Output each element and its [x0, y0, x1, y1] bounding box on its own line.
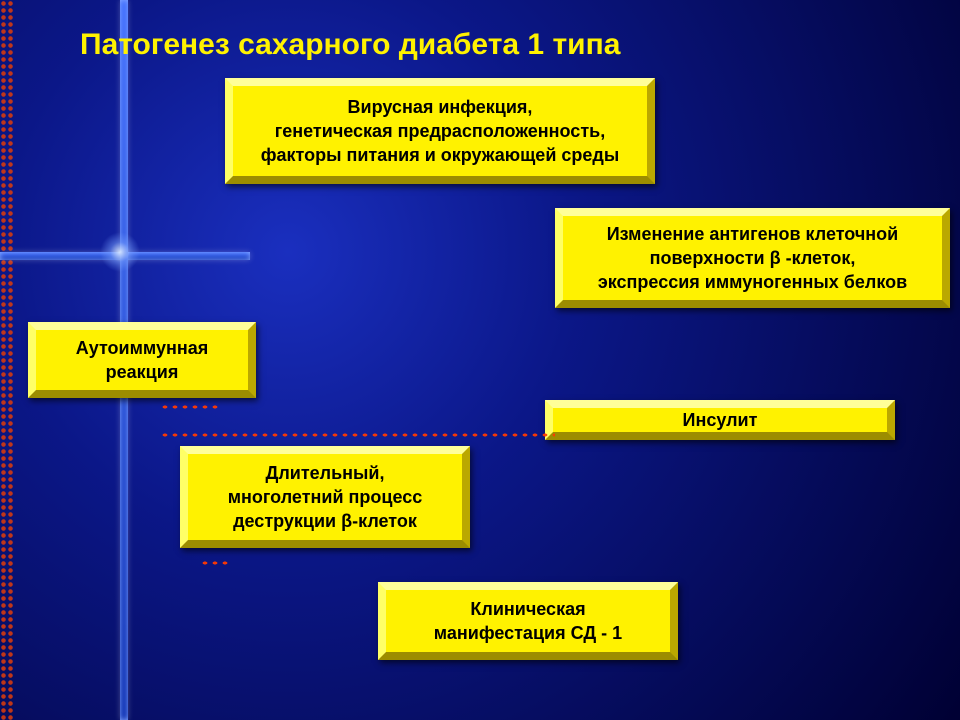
- slide-title: Патогенез сахарного диабета 1 типа: [80, 28, 620, 62]
- node-beta-cell-destruction: Длительный,многолетний процессдеструкции…: [180, 446, 470, 548]
- node-triggers-label: Вирусная инфекция,генетическая предраспо…: [233, 91, 647, 172]
- connector-autoimmune-to-insulitis: [160, 432, 555, 438]
- node-insulitis: Инсулит: [545, 400, 895, 440]
- node-clinical-manifestation-label: Клиническаяманифестация СД - 1: [386, 593, 670, 650]
- node-clinical-manifestation: Клиническаяманифестация СД - 1: [378, 582, 678, 660]
- node-autoimmune-reaction: Аутоиммуннаяреакция: [28, 322, 256, 398]
- node-insulitis-label: Инсулит: [553, 404, 887, 436]
- node-antigen-change: Изменение антигенов клеточнойповерхности…: [555, 208, 950, 308]
- node-triggers: Вирусная инфекция,генетическая предраспо…: [225, 78, 655, 184]
- connector-destruction-tail: [200, 560, 230, 566]
- node-autoimmune-reaction-label: Аутоиммуннаяреакция: [36, 332, 248, 389]
- node-antigen-change-label: Изменение антигенов клеточнойповерхности…: [563, 218, 942, 299]
- node-beta-cell-destruction-label: Длительный,многолетний процессдеструкции…: [188, 457, 462, 538]
- connector-autoimmune-tail: [160, 404, 220, 410]
- slide-root: Патогенез сахарного диабета 1 типа Вирус…: [0, 0, 960, 720]
- left-dotted-strip: [0, 0, 14, 720]
